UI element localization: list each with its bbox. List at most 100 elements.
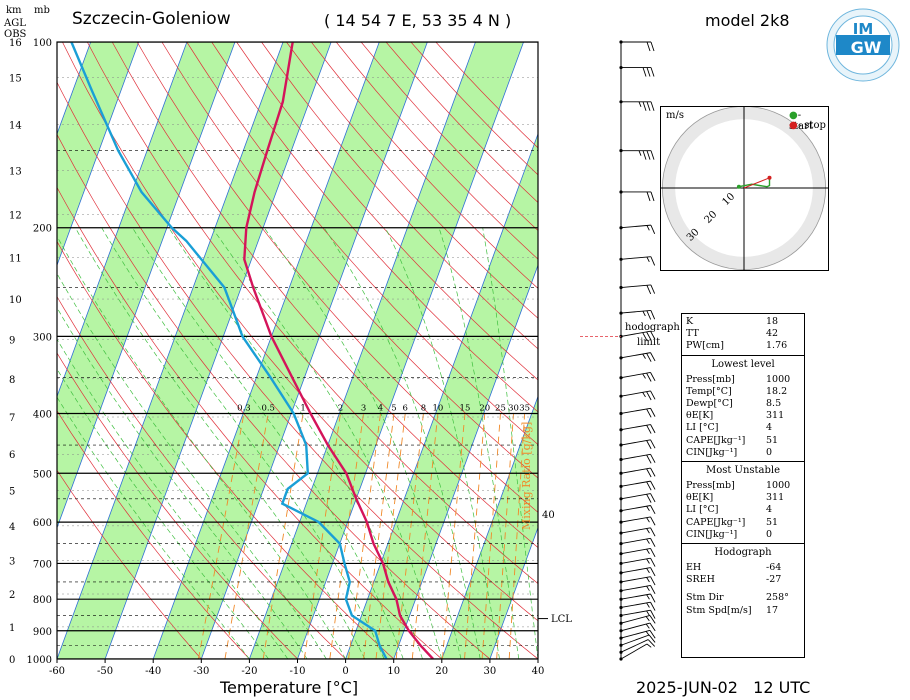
most-unstable-index-value: 311: [766, 492, 785, 504]
lowest-level-index-key: Press[mb]: [686, 373, 735, 385]
wind-barb-half-feather: [642, 392, 646, 398]
wind-barb-feather: [650, 101, 655, 111]
km-tick-label: 13: [9, 166, 22, 177]
lowest-level-index-value: 311: [766, 410, 785, 422]
wind-barb: [619, 467, 656, 478]
wind-barb-feather: [650, 538, 656, 547]
wind-barb-feather: [646, 353, 652, 362]
wind-barb: [619, 100, 655, 111]
mixing-ratio-line: [197, 413, 245, 659]
wind-barb: [619, 593, 656, 603]
mixing-ratio-line: [496, 413, 514, 659]
hodograph-shear-vector: [743, 177, 770, 189]
dewpoint-profile: [70, 42, 388, 659]
wind-barb-staff: [620, 390, 651, 397]
wind-barb-feather: [650, 310, 656, 320]
wind-barb-half-feather: [645, 631, 650, 636]
wind-barb: [619, 480, 656, 491]
wind-barb-staff: [620, 372, 651, 379]
wind-barb-staff: [620, 516, 651, 523]
hodograph-unit: m/s: [666, 110, 684, 121]
wind-barb: [619, 548, 656, 558]
wind-barb-staff: [620, 609, 651, 616]
hodograph-index-key: EH: [686, 562, 702, 574]
wind-barb-dot: [619, 520, 623, 524]
wind-barb-staff: [620, 424, 651, 431]
wind-barb-staff: [620, 585, 651, 592]
wind-barb-staff: [620, 453, 651, 460]
wind-barb-half-feather: [646, 558, 650, 564]
isotherm-line: [57, 42, 188, 398]
wind-barb-feather: [650, 67, 655, 77]
wind-barb-staff: [620, 527, 651, 534]
km-tick-label: 6: [9, 450, 15, 461]
km-tick-label: 15: [9, 73, 22, 84]
wind-barb: [619, 643, 652, 661]
wind-barb-staff: [620, 493, 651, 500]
wind-barb-staff: [620, 629, 651, 639]
km-tick-label: 8: [9, 375, 15, 386]
wind-barb-feather: [650, 352, 656, 362]
wind-barb: [619, 453, 656, 464]
lowest-level-index-row: CIN[Jkg⁻¹] 0: [686, 447, 800, 459]
wind-barb-half-feather: [646, 568, 650, 574]
mixing-ratio-label: 15: [460, 403, 471, 413]
mixing-ratio-line: [224, 413, 269, 659]
wind-barb-feather: [650, 191, 655, 202]
x-tick-label: 0: [342, 666, 348, 677]
wind-barb: [619, 639, 656, 654]
pressure-tick-label: 700: [33, 559, 52, 570]
x-tick-label: -40: [145, 666, 161, 677]
km-tick-label: 3: [9, 556, 15, 567]
wind-barb-feather: [650, 527, 656, 537]
wind-barb-dot: [619, 571, 623, 575]
wind-barb-half-feather: [646, 517, 650, 523]
hodograph-panel: 10 20 30 m/s ●- start ●- stop: [660, 106, 829, 271]
wind-barb-feather: [646, 331, 652, 341]
mb-axis-label: mb: [34, 5, 50, 16]
mixing-ratio-label: 8: [421, 403, 426, 413]
km-tick-label: 10: [9, 295, 22, 306]
general-index-row: TT 42: [686, 328, 800, 340]
isotherm-line: [57, 42, 140, 267]
general-index-value: 42: [766, 328, 779, 340]
x-tick-label: 20: [435, 666, 448, 677]
mixing-ratio-label: 4: [378, 403, 383, 413]
km-tick-label: 14: [9, 121, 22, 132]
temperature-band: [249, 42, 524, 659]
wind-barb-feather: [650, 480, 656, 490]
wind-barb-feather: [650, 516, 656, 526]
wind-barb-feather: [646, 285, 652, 295]
wind-barb: [619, 609, 656, 619]
storm-index-key: Stm Spd[m/s]: [686, 604, 752, 616]
hodograph-index-key: SREH: [686, 574, 715, 586]
wind-barb-feather: [650, 467, 656, 477]
km-tick-label: 9: [9, 335, 15, 346]
wind-barb-feather: [650, 330, 656, 340]
km-tick-label: 0: [9, 655, 15, 666]
wind-barb-half-feather: [646, 225, 650, 231]
wind-barb-half-feather: [646, 548, 650, 554]
wind-barb-dot: [619, 580, 623, 584]
wind-barb-feather: [650, 567, 656, 577]
lowest-level-index-row: CAPE[Jkg⁻¹] 51: [686, 435, 800, 447]
wind-barb-staff: [620, 352, 651, 359]
wind-barb: [619, 284, 656, 295]
wind-barb-feather: [646, 150, 651, 160]
x-tick-label: -60: [49, 666, 65, 677]
mixing-ratio-line: [375, 413, 406, 659]
wind-barb: [619, 527, 656, 537]
station-coords: ( 14 54 7 E, 53 35 4 N ): [324, 11, 512, 30]
wind-barb-staff: [620, 639, 649, 653]
wind-barb-feather: [642, 67, 647, 77]
wind-barb-feather: [650, 224, 656, 235]
km-axis-label: km: [6, 5, 22, 16]
wind-barb-half-feather: [646, 610, 650, 616]
lowest-level-index-key: CIN[Jkg⁻¹]: [686, 446, 738, 458]
wind-barb: [619, 557, 656, 567]
indices-hodograph: Hodograph EH -64 SREH -27 Stm Dir 258° Stm Sp…: [682, 544, 804, 619]
wind-barb-feather: [650, 610, 656, 619]
wind-barb-feather: [646, 67, 651, 77]
legend-stop-dot: ●: [789, 120, 798, 131]
